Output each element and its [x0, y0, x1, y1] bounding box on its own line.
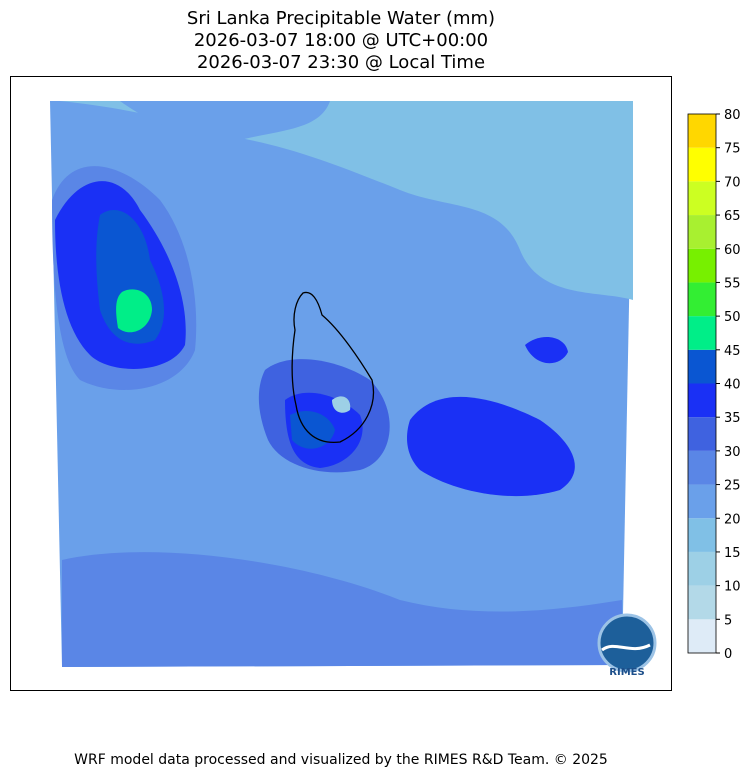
logo: RIMES	[597, 613, 657, 678]
title-line: 2026-03-07 23:30 @ Local Time	[197, 52, 485, 73]
colorbar: 0 5 10 15 20 25 30 35 40 45 50 55 60 65 70 75 80	[687, 108, 741, 662]
title-line: Sri Lanka Precipitable Water (mm)	[187, 8, 495, 29]
colorbar-tick-label: 65	[724, 209, 741, 224]
colorbar-tick-label: 15	[724, 546, 741, 561]
colorbar-cell	[688, 147, 716, 182]
colorbar-cell	[688, 282, 716, 317]
colorbar-cell	[688, 181, 716, 216]
colorbar-cell	[688, 316, 716, 350]
colorbar-tick-label: 55	[724, 276, 741, 291]
colorbar-cell	[688, 248, 716, 283]
footer: WRF model data processed and visualized …	[74, 752, 608, 768]
colorbar-tick-label: 35	[724, 411, 741, 426]
colorbar-tick-label: 30	[724, 445, 741, 460]
map-field	[50, 101, 633, 667]
colorbar-tick-label: 40	[724, 378, 741, 393]
colorbar-tick-label: 5	[724, 613, 732, 628]
colorbar-cell	[688, 484, 716, 519]
colorbar-cell	[688, 450, 716, 485]
colorbar-cell	[688, 215, 716, 249]
colorbar-tick-label: 45	[724, 344, 741, 359]
colorbar-cell	[688, 114, 716, 148]
colorbar-tick-label: 20	[724, 512, 741, 527]
colorbar-tick-label: 75	[724, 142, 741, 157]
colorbar-tick-label: 80	[724, 108, 741, 123]
colorbar-tick-label: 0	[724, 647, 732, 662]
colorbar-cell	[688, 417, 716, 451]
colorbar-cell	[688, 349, 716, 384]
title-block: Sri Lanka Precipitable Water (mm)2026-03…	[187, 8, 495, 73]
colorbar-cell	[688, 518, 716, 552]
colorbar-tick-label: 50	[724, 310, 741, 325]
colorbar-tick-label: 70	[724, 175, 741, 190]
colorbar-cell	[688, 551, 716, 586]
colorbar-tick-label: 60	[724, 243, 741, 258]
logo-text: RIMES	[609, 667, 644, 678]
colorbar-cell	[688, 383, 716, 418]
colorbar-tick-label: 25	[724, 479, 741, 494]
colorbar-cell	[688, 585, 716, 620]
title-line: 2026-03-07 18:00 @ UTC+00:00	[194, 30, 488, 51]
colorbar-cell	[688, 619, 716, 653]
colorbar-tick-label: 10	[724, 580, 741, 595]
